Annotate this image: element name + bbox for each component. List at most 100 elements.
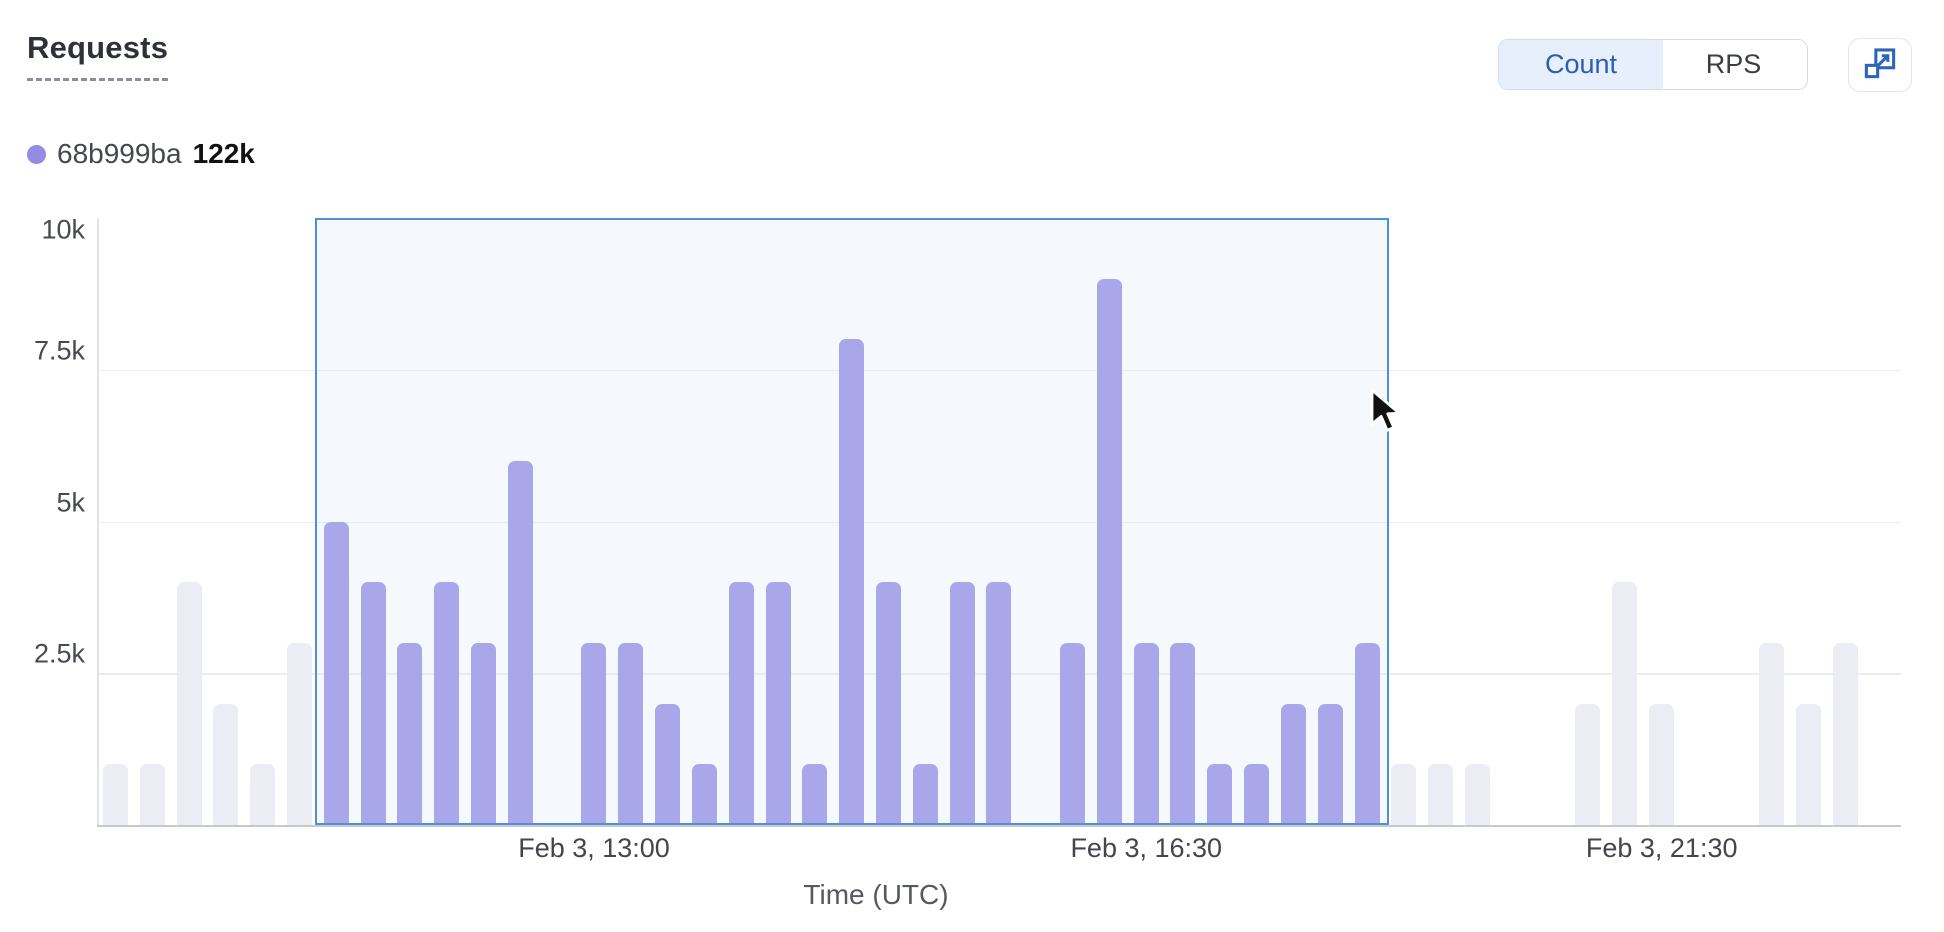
y-tick-label: 10k xyxy=(41,214,85,245)
bar[interactable] xyxy=(286,642,312,825)
bar-slot xyxy=(1165,218,1202,825)
x-axis-line xyxy=(97,825,1901,827)
bar-slot xyxy=(1201,218,1238,825)
bar-slot xyxy=(1459,218,1496,825)
bar-slot xyxy=(207,218,244,825)
bar-slot xyxy=(1827,218,1864,825)
bar-slot xyxy=(796,218,833,825)
bar-slot xyxy=(1643,218,1680,825)
bar[interactable] xyxy=(1354,642,1380,825)
bar[interactable] xyxy=(139,764,165,825)
bar[interactable] xyxy=(1759,642,1785,825)
panel-title: Requests xyxy=(27,30,169,81)
bar[interactable] xyxy=(434,582,460,825)
bar[interactable] xyxy=(1796,703,1822,825)
y-tick-label: 7.5k xyxy=(33,335,85,366)
bar[interactable] xyxy=(1833,642,1859,825)
unit-toggle: Count RPS xyxy=(1498,39,1808,90)
bar[interactable] xyxy=(1464,764,1490,825)
expand-icon xyxy=(1863,47,1897,84)
x-tick-label: Feb 3, 13:00 xyxy=(518,833,670,863)
bar[interactable] xyxy=(765,582,791,825)
y-axis-line xyxy=(97,218,99,825)
bar[interactable] xyxy=(581,642,607,825)
bar[interactable] xyxy=(618,642,644,825)
bar[interactable] xyxy=(1428,764,1454,825)
bar-slot xyxy=(244,218,281,825)
bar[interactable] xyxy=(802,764,828,825)
bar[interactable] xyxy=(360,582,386,825)
bar-slot xyxy=(833,218,870,825)
bar[interactable] xyxy=(875,582,901,825)
legend-series-total: 122k xyxy=(192,138,255,169)
x-tick-label: Feb 3, 21:30 xyxy=(1585,833,1738,863)
bar[interactable] xyxy=(1207,764,1233,825)
bar[interactable] xyxy=(1612,582,1638,825)
bar-slot xyxy=(1717,218,1754,825)
bar-slot xyxy=(392,218,429,825)
bar-series xyxy=(97,218,1901,825)
bar-slot xyxy=(612,218,649,825)
expand-chart-button[interactable] xyxy=(1848,38,1912,92)
bar-slot xyxy=(760,218,797,825)
bar[interactable] xyxy=(1096,278,1122,825)
bar[interactable] xyxy=(1060,642,1086,825)
bar[interactable] xyxy=(1317,703,1343,825)
bar[interactable] xyxy=(323,521,349,825)
plot-area[interactable] xyxy=(97,218,1901,827)
toggle-count-button[interactable]: Count xyxy=(1499,40,1663,89)
bar-slot xyxy=(1864,218,1901,825)
bar[interactable] xyxy=(1280,703,1306,825)
bar-slot xyxy=(1275,218,1312,825)
bar[interactable] xyxy=(655,703,681,825)
bar[interactable] xyxy=(250,764,276,825)
bar[interactable] xyxy=(471,642,497,825)
bar-slot xyxy=(907,218,944,825)
bar-slot xyxy=(1496,218,1533,825)
gridline xyxy=(97,521,1901,523)
bar-slot xyxy=(1128,218,1165,825)
bar[interactable] xyxy=(1133,642,1159,825)
bar[interactable] xyxy=(176,582,202,825)
bar[interactable] xyxy=(1575,703,1601,825)
bar-slot xyxy=(944,218,981,825)
bar[interactable] xyxy=(1649,703,1675,825)
bar[interactable] xyxy=(213,703,239,825)
x-tick-label: Feb 3, 16:30 xyxy=(1070,833,1223,863)
bar-slot xyxy=(171,218,208,825)
bar-slot xyxy=(1312,218,1349,825)
bar[interactable] xyxy=(102,764,128,825)
legend-color-dot xyxy=(27,144,46,164)
mouse-cursor xyxy=(1368,388,1406,439)
bar-slot xyxy=(1349,218,1386,825)
bar-slot xyxy=(649,218,686,825)
bar[interactable] xyxy=(507,460,533,825)
bar-slot xyxy=(686,218,723,825)
time-range-selection[interactable] xyxy=(314,218,1389,825)
bar[interactable] xyxy=(1170,642,1196,825)
bar-slot xyxy=(97,218,134,825)
legend-series-id: 68b999ba xyxy=(57,138,182,169)
bar-slot xyxy=(134,218,171,825)
bar[interactable] xyxy=(949,582,975,825)
bar[interactable] xyxy=(1244,764,1270,825)
bar-slot xyxy=(1422,218,1459,825)
bar[interactable] xyxy=(728,582,754,825)
bar-slot xyxy=(1680,218,1717,825)
bar[interactable] xyxy=(986,582,1012,825)
bar[interactable] xyxy=(691,764,717,825)
bar[interactable] xyxy=(912,764,938,825)
bar-slot xyxy=(281,218,318,825)
bar-slot xyxy=(318,218,355,825)
bar[interactable] xyxy=(1391,764,1417,825)
bar-slot xyxy=(981,218,1018,825)
bar-slot xyxy=(576,218,613,825)
toggle-rps-button[interactable]: RPS xyxy=(1663,40,1804,89)
bar-slot xyxy=(1790,218,1827,825)
bar[interactable] xyxy=(839,339,865,825)
bar-slot xyxy=(1054,218,1091,825)
legend-item[interactable]: 68b999ba 122k xyxy=(27,138,255,170)
bar-slot xyxy=(502,218,539,825)
bar[interactable] xyxy=(397,642,423,825)
